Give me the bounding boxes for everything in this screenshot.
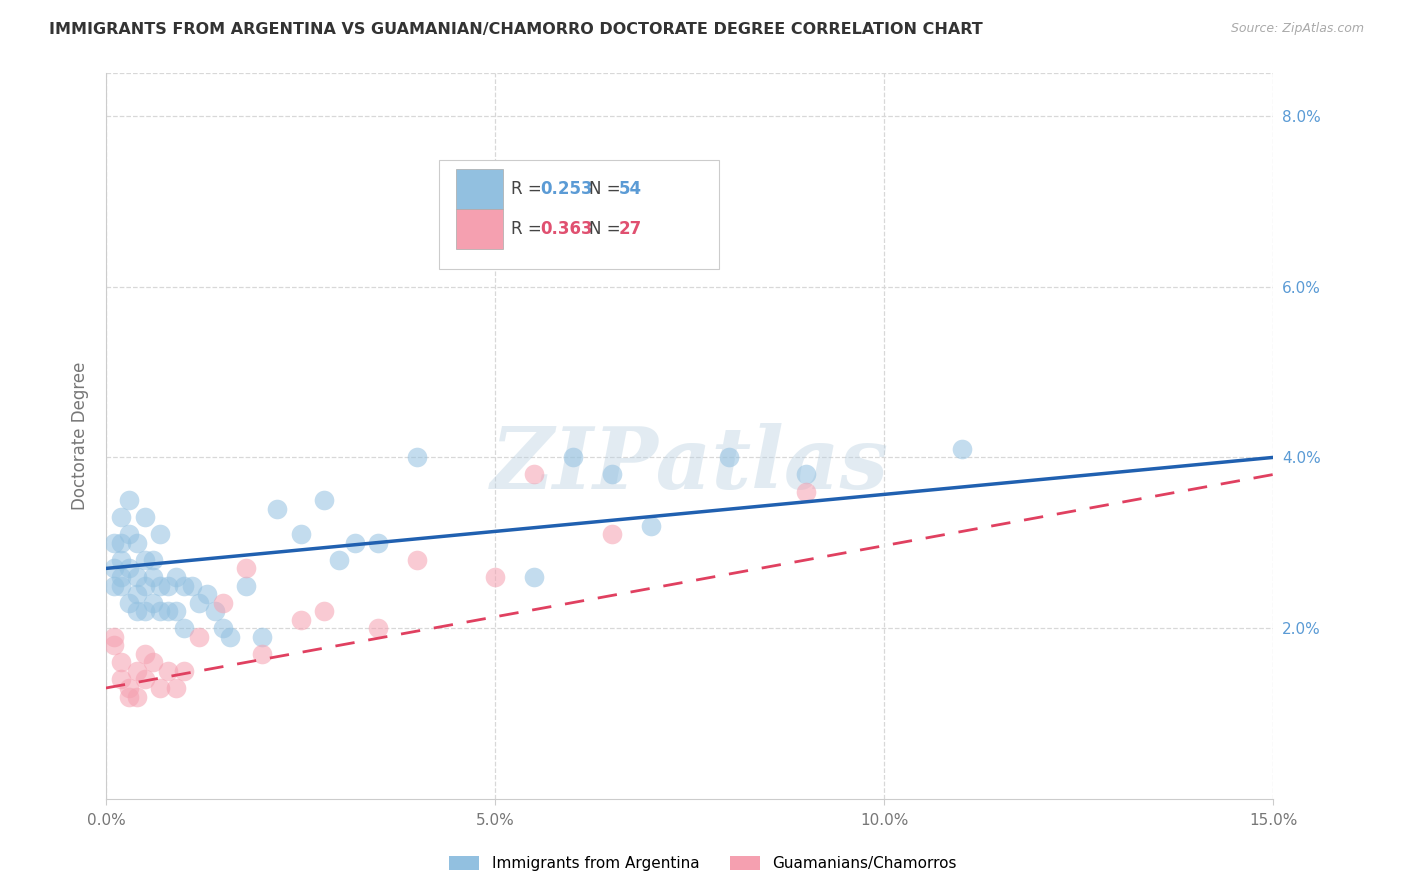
Point: [149, 604, 172, 618]
Point: [165, 570, 187, 584]
Point: [157, 604, 180, 618]
Text: N =: N =: [589, 180, 626, 198]
Point: [134, 673, 156, 687]
Point: [173, 621, 195, 635]
Point: [103, 630, 125, 644]
Text: IMMIGRANTS FROM ARGENTINA VS GUAMANIAN/CHAMORRO DOCTORATE DEGREE CORRELATION CHA: IMMIGRANTS FROM ARGENTINA VS GUAMANIAN/C…: [49, 22, 983, 37]
Text: ZIPatlas: ZIPatlas: [491, 424, 889, 507]
Point: [134, 510, 156, 524]
Point: [149, 681, 172, 695]
Point: [118, 681, 141, 695]
Text: N =: N =: [589, 220, 626, 238]
Point: [195, 587, 218, 601]
Point: [406, 450, 429, 465]
Point: [188, 630, 211, 644]
Point: [118, 561, 141, 575]
Point: [110, 553, 132, 567]
Point: [142, 570, 165, 584]
Point: [600, 527, 623, 541]
Point: [142, 656, 165, 670]
Text: 54: 54: [619, 180, 641, 198]
Point: [211, 596, 233, 610]
Point: [312, 493, 335, 508]
Point: [204, 604, 226, 618]
Point: [950, 442, 973, 456]
Point: [125, 587, 148, 601]
Point: [406, 553, 429, 567]
Point: [367, 536, 389, 550]
Point: [796, 484, 818, 499]
Point: [600, 467, 623, 482]
Y-axis label: Doctorate Degree: Doctorate Degree: [72, 362, 89, 510]
Point: [484, 570, 506, 584]
FancyBboxPatch shape: [456, 209, 503, 249]
Point: [110, 673, 132, 687]
Point: [103, 578, 125, 592]
Point: [125, 570, 148, 584]
Point: [173, 578, 195, 592]
FancyBboxPatch shape: [456, 169, 503, 209]
Point: [134, 553, 156, 567]
Point: [134, 578, 156, 592]
Point: [149, 527, 172, 541]
Point: [343, 536, 366, 550]
Point: [235, 561, 257, 575]
Point: [561, 450, 583, 465]
Point: [796, 467, 818, 482]
Point: [250, 630, 273, 644]
Point: [290, 527, 312, 541]
Point: [219, 630, 242, 644]
Point: [157, 664, 180, 678]
Point: [134, 604, 156, 618]
Text: Source: ZipAtlas.com: Source: ZipAtlas.com: [1230, 22, 1364, 36]
Text: 0.253: 0.253: [540, 180, 593, 198]
Point: [125, 604, 148, 618]
Point: [110, 656, 132, 670]
Point: [250, 647, 273, 661]
Point: [134, 647, 156, 661]
Point: [118, 493, 141, 508]
Point: [142, 596, 165, 610]
Point: [640, 518, 662, 533]
Text: 0.363: 0.363: [540, 220, 593, 238]
Point: [290, 613, 312, 627]
Point: [165, 604, 187, 618]
Point: [235, 578, 257, 592]
Point: [180, 578, 202, 592]
FancyBboxPatch shape: [439, 160, 718, 269]
Point: [110, 570, 132, 584]
Point: [110, 578, 132, 592]
Point: [103, 561, 125, 575]
Legend: Immigrants from Argentina, Guamanians/Chamorros: Immigrants from Argentina, Guamanians/Ch…: [443, 850, 963, 877]
Text: 27: 27: [619, 220, 641, 238]
Point: [110, 510, 132, 524]
Point: [125, 536, 148, 550]
Point: [328, 553, 350, 567]
Text: R =: R =: [510, 220, 547, 238]
Point: [188, 596, 211, 610]
Point: [125, 664, 148, 678]
Point: [103, 638, 125, 652]
Text: R =: R =: [510, 180, 547, 198]
Point: [523, 467, 546, 482]
Point: [118, 596, 141, 610]
Point: [266, 501, 288, 516]
Point: [118, 690, 141, 704]
Point: [211, 621, 233, 635]
Point: [523, 570, 546, 584]
Point: [103, 536, 125, 550]
Point: [312, 604, 335, 618]
Point: [717, 450, 740, 465]
Point: [125, 690, 148, 704]
Point: [110, 536, 132, 550]
Point: [149, 578, 172, 592]
Point: [367, 621, 389, 635]
Point: [157, 578, 180, 592]
Point: [165, 681, 187, 695]
Point: [173, 664, 195, 678]
Point: [118, 527, 141, 541]
Point: [142, 553, 165, 567]
